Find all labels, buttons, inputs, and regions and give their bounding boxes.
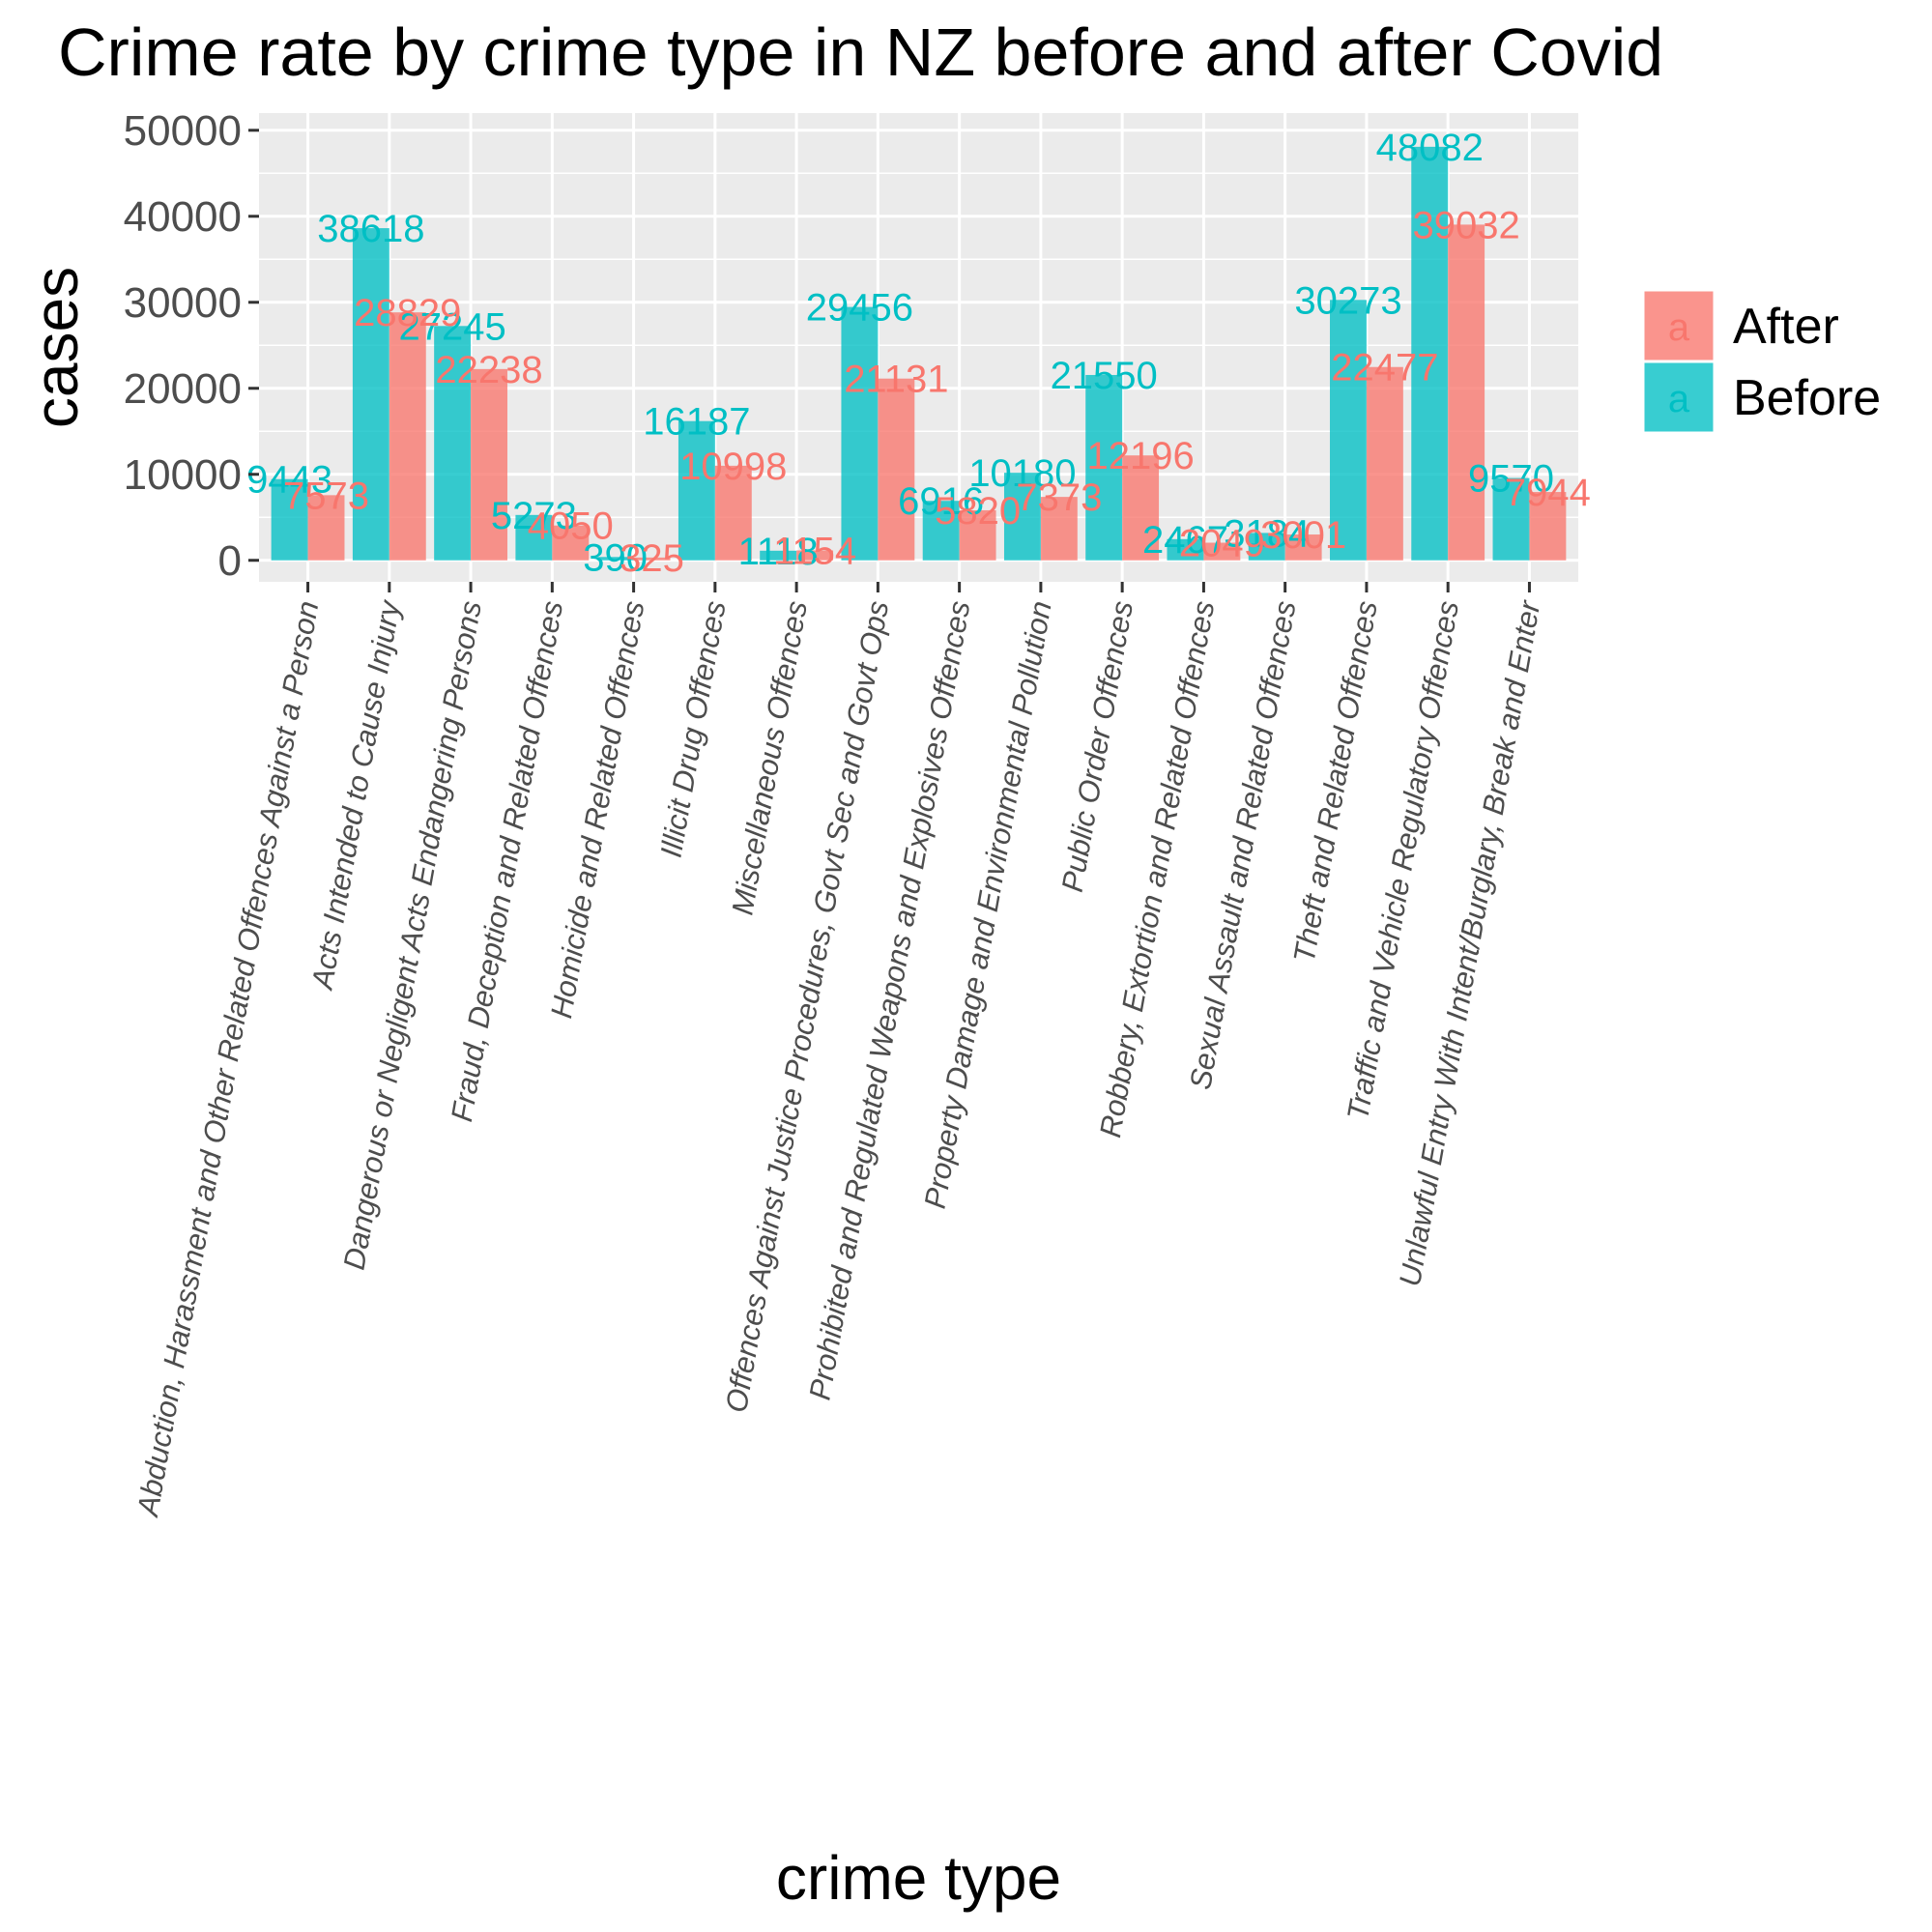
- legend-key: [1641, 288, 1716, 363]
- bar-before: [760, 550, 797, 561]
- x-axis: Abduction, Harassment and Other Related …: [130, 582, 1547, 1520]
- value-label-before: 6916: [898, 480, 984, 523]
- bar-before: [841, 306, 879, 561]
- value-label-before: 30273: [1294, 279, 1401, 322]
- value-label-before: 10180: [968, 452, 1076, 495]
- value-label-before: 16187: [643, 401, 750, 444]
- bar-before: [271, 478, 308, 561]
- x-tick-label: Prohibited and Regulated Weapons and Exp…: [802, 598, 976, 1402]
- value-label-before: 29456: [806, 287, 913, 330]
- bar-before: [515, 514, 553, 561]
- bar-after: [1122, 455, 1160, 561]
- value-label-before: 3184: [1224, 512, 1310, 555]
- x-tick-label: Abduction, Harassment and Other Related …: [130, 598, 326, 1520]
- y-tick-label: 30000: [124, 279, 242, 327]
- value-label-before: 9443: [246, 459, 332, 502]
- y-axis-title: cases: [21, 267, 91, 428]
- legend-key: [1641, 360, 1716, 435]
- x-tick-label: Illicit Drug Offences: [654, 598, 733, 860]
- bar-after: [633, 557, 671, 561]
- value-label-after: 5820: [935, 490, 1021, 533]
- legend-label: After: [1733, 299, 1839, 355]
- value-label-before: 38618: [317, 208, 424, 250]
- x-tick-label: Offences Against Justice Procedures, Gov…: [719, 598, 895, 1415]
- legend-label: Before: [1733, 370, 1881, 426]
- bar-after: [1203, 542, 1241, 561]
- x-tick-label: Acts Intended to Cause Injury: [304, 596, 407, 994]
- bar-before: [1085, 374, 1123, 561]
- y-tick-label: 10000: [124, 451, 242, 499]
- value-label-after: 1154: [773, 530, 856, 572]
- value-label-before: 2467: [1142, 519, 1228, 562]
- value-label-before: 48082: [1376, 127, 1484, 169]
- value-label-after: 39032: [1413, 204, 1520, 246]
- bar-before: [1330, 300, 1367, 561]
- value-label-before: 1118: [738, 531, 819, 573]
- value-label-after: 7373: [1016, 476, 1102, 519]
- bar-before: [352, 228, 389, 561]
- bar-before: [1492, 477, 1530, 561]
- value-label-after: 10998: [679, 446, 787, 488]
- value-label-before: 9570: [1468, 458, 1554, 501]
- value-label-after: 28829: [354, 292, 461, 334]
- bar-before: [596, 557, 634, 561]
- value-label-after: 2049: [1179, 523, 1265, 565]
- bar-after: [389, 312, 426, 561]
- bar-after: [878, 378, 915, 561]
- x-tick-label: Theft and Related Offences: [1287, 598, 1384, 965]
- bar-before: [1003, 473, 1041, 561]
- bar-after: [796, 550, 834, 561]
- value-label-after: 21131: [844, 359, 948, 401]
- bars: [271, 146, 1567, 561]
- value-label-after: 3001: [1260, 514, 1346, 557]
- bar-after: [1040, 497, 1078, 561]
- value-label-after: 7573: [283, 475, 369, 517]
- y-tick-label: 40000: [124, 193, 242, 241]
- bar-after: [959, 509, 996, 561]
- bar-after: [1284, 534, 1322, 561]
- bar-after: [1448, 224, 1485, 561]
- value-label-before: 27245: [398, 305, 505, 348]
- x-tick-label: Homicide and Related Offences: [544, 598, 650, 1021]
- bar-after: [1529, 492, 1567, 561]
- bar-before: [1411, 146, 1449, 561]
- bar-after: [307, 495, 345, 561]
- value-label-before: 5273: [491, 495, 577, 537]
- legend-key-glyph: a: [1668, 306, 1690, 349]
- bar-before: [922, 501, 960, 561]
- bar-before: [1167, 538, 1204, 561]
- value-label-after: 4050: [528, 505, 614, 548]
- value-labels: 9443386182724552733901618711182945669161…: [246, 127, 1591, 580]
- bar-after: [552, 525, 590, 561]
- legend-key-glyph: a: [1668, 378, 1690, 420]
- value-label-after: 22477: [1331, 347, 1438, 389]
- bar-after: [714, 465, 752, 561]
- value-label-before: 21550: [1051, 355, 1158, 397]
- y-tick-label: 20000: [124, 365, 242, 413]
- bar-before: [1248, 533, 1285, 561]
- bar-before: [434, 326, 472, 561]
- value-label-after: 22238: [435, 349, 542, 391]
- y-tick-label: 50000: [124, 107, 242, 155]
- value-label-before: 390: [583, 536, 648, 579]
- bar-after: [471, 368, 507, 561]
- bar-before: [678, 420, 715, 561]
- value-label-after: 7944: [1505, 472, 1591, 514]
- value-label-after: 12196: [1086, 435, 1194, 477]
- y-axis: 0 10000 20000 30000 40000 50000: [124, 107, 259, 585]
- chart-title: Crime rate by crime type in NZ before an…: [58, 14, 1664, 90]
- x-tick-label: Miscellaneous Offences: [725, 598, 814, 917]
- x-axis-title: crime type: [776, 1843, 1061, 1913]
- value-label-after: 325: [620, 537, 684, 580]
- x-tick-label: Public Order Offences: [1055, 598, 1139, 894]
- y-tick-label: 0: [218, 537, 242, 585]
- bar-after: [1366, 366, 1403, 561]
